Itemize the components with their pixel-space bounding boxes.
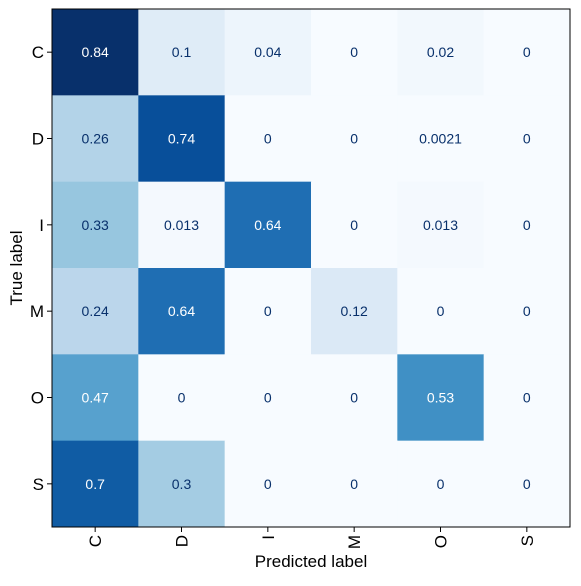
heatmap-cell xyxy=(311,9,398,96)
heatmap-cell xyxy=(52,354,139,442)
x-tick-label: D xyxy=(173,535,192,547)
heatmap-cell xyxy=(483,440,571,528)
heatmap-cell xyxy=(224,9,312,96)
y-tick-label: I xyxy=(39,216,44,235)
heatmap-cell xyxy=(311,268,398,355)
heatmap-cell xyxy=(224,181,312,269)
y-tick-label: D xyxy=(32,130,44,149)
cell-value-label: 0.64 xyxy=(254,217,281,233)
cell-value-label: 0 xyxy=(264,131,272,147)
cell-value-label: 0.12 xyxy=(341,303,368,319)
heatmap-cell xyxy=(138,268,226,355)
heatmap-cell xyxy=(138,354,226,442)
heatmap-cell xyxy=(311,440,398,528)
heatmap-cell xyxy=(311,354,398,442)
cell-value-label: 0 xyxy=(523,217,531,233)
heatmap-cell xyxy=(52,181,139,269)
x-tick-label: M xyxy=(345,535,364,549)
y-tick-label: O xyxy=(31,389,44,408)
cell-value-label: 0 xyxy=(350,217,358,233)
cell-value-label: 0 xyxy=(523,44,531,60)
heatmap-cell xyxy=(224,440,312,528)
cell-value-label: 0 xyxy=(523,131,531,147)
heatmap-cell xyxy=(483,268,571,355)
cell-value-label: 0 xyxy=(437,303,445,319)
cell-value-label: 0.26 xyxy=(82,131,109,147)
heatmap-cell xyxy=(138,95,226,183)
cell-value-label: 0.04 xyxy=(254,44,281,60)
x-tick-label: I xyxy=(259,535,278,540)
y-axis-label: True label xyxy=(7,231,26,306)
cell-value-label: 0.47 xyxy=(82,390,109,406)
heatmap-cell xyxy=(483,181,571,269)
y-tick-label: S xyxy=(33,475,44,494)
cell-value-label: 0 xyxy=(523,476,531,492)
heatmap-cell xyxy=(397,268,485,355)
heatmap-cell xyxy=(397,9,485,96)
cell-value-label: 0 xyxy=(523,303,531,319)
heatmap-cell xyxy=(52,268,139,355)
cell-value-label: 0 xyxy=(350,390,358,406)
heatmap-cell xyxy=(224,354,312,442)
x-tick-label: C xyxy=(86,535,105,547)
cell-value-label: 0.74 xyxy=(168,131,195,147)
heatmap-cell xyxy=(138,9,226,96)
heatmap-cell xyxy=(52,440,139,528)
x-tick-label: O xyxy=(432,535,451,548)
plot-frame xyxy=(51,8,571,528)
cell-value-label: 0.013 xyxy=(164,217,199,233)
heatmap-cell xyxy=(138,181,226,269)
cell-value-label: 0 xyxy=(523,390,531,406)
cell-value-labels: 0.84 0.1 0.04 0 0.02 0 0.26 0.74 0 0 0.0021 0 0.33 0.… xyxy=(82,44,531,492)
cell-value-label: 0.64 xyxy=(168,303,195,319)
cell-value-label: 0.013 xyxy=(423,217,458,233)
cell-value-label: 0 xyxy=(350,44,358,60)
cell-value-label: 0.33 xyxy=(82,217,109,233)
cell-value-label: 0 xyxy=(350,476,358,492)
cell-value-label: 0.84 xyxy=(82,44,109,60)
cell-value-label: 0 xyxy=(437,476,445,492)
cell-value-label: 0.7 xyxy=(85,476,105,492)
heatmap-cell xyxy=(224,95,312,183)
heatmap-cell xyxy=(311,95,398,183)
heatmap-cell xyxy=(138,440,226,528)
heatmap-cell xyxy=(483,354,571,442)
cell-value-label: 0 xyxy=(178,390,186,406)
cell-value-label: 0.24 xyxy=(82,303,109,319)
y-tick-label: M xyxy=(30,302,44,321)
cell-value-label: 0.1 xyxy=(172,44,192,60)
heatmap-cell xyxy=(311,181,398,269)
cell-value-label: 0.53 xyxy=(427,390,454,406)
heatmap-cell xyxy=(224,268,312,355)
y-tick-labels: C D I M O S xyxy=(30,43,52,494)
cell-value-label: 0 xyxy=(264,476,272,492)
x-tick-label: S xyxy=(518,535,537,546)
y-tick-label: C xyxy=(32,43,44,62)
cell-value-label: 0 xyxy=(264,303,272,319)
heatmap-cell xyxy=(483,9,571,96)
cell-value-label: 0.02 xyxy=(427,44,454,60)
x-axis-label: Predicted label xyxy=(255,552,367,571)
cell-value-label: 0 xyxy=(264,390,272,406)
heatmap-cell xyxy=(397,440,485,528)
heatmap-cell xyxy=(483,95,571,183)
heatmap-cell xyxy=(397,95,485,183)
cell-value-label: 0.0021 xyxy=(419,131,462,147)
heatmap-cell xyxy=(397,181,485,269)
heatmap-cell xyxy=(52,95,139,183)
cell-value-label: 0.3 xyxy=(172,476,192,492)
heatmap-cell xyxy=(397,354,485,442)
heatmap-cell xyxy=(52,9,139,96)
heatmap-cells xyxy=(52,9,571,528)
cell-value-label: 0 xyxy=(350,131,358,147)
